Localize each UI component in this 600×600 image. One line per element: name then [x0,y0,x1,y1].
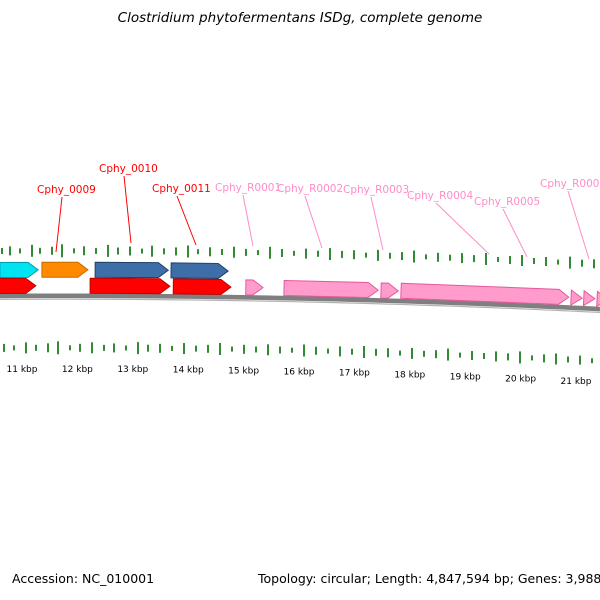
ruler-label: 20 kbp [505,374,536,384]
ruler-label: 21 kbp [561,377,592,387]
ruler-label: 13 kbp [117,365,148,375]
ruler-label: 11 kbp [7,365,38,375]
genome-backbone [0,293,600,312]
gene-arrow [582,289,596,307]
page-title: Clostridium phytofermentans ISDg, comple… [117,10,483,26]
gene-arrow [400,282,570,305]
ruler-label: 15 kbp [228,366,259,376]
gene-arrow [380,282,400,299]
gene-arrow [172,278,232,295]
gene-label: Cphy_0009 [37,184,96,196]
gene-arrow [283,279,380,299]
ruler: 11 kbp 12 kbp 13 kbp 14 kbp 15 kbp 16 kbp 17 k… [7,365,592,387]
gene-label: Cphy_R0006 [540,178,600,190]
gene-label: Cphy_0011 [152,183,211,195]
ruler-label: 12 kbp [62,365,93,375]
accession-text: Accession: NC_010001 [12,571,155,586]
gene-label: Cphy_0010 [99,163,158,175]
ruler-label: 19 kbp [450,372,481,382]
gene-arrow [89,277,171,295]
gene-arrow [0,277,37,295]
genome-backbone-shadow [0,298,600,314]
ruler-label: 18 kbp [394,370,425,380]
gene-arrow [245,279,264,296]
gene-arrow [94,261,170,279]
gene-label: Cphy_R0005 [474,196,540,208]
gene-label-leader [55,196,63,253]
gene-arrow [0,261,39,278]
ruler-label: 16 kbp [284,367,315,377]
gene-label: Cphy_R0004 [407,190,473,202]
gene-label-leader [370,196,384,251]
gene-label-leader [123,175,132,244]
ruler-label: 17 kbp [339,369,370,379]
genome-stats-text: Topology: circular; Length: 4,847,594 bp… [258,571,600,586]
feature-tick-track-lower [3,341,593,365]
ruler-label: 14 kbp [173,366,204,376]
gene-label-leader [502,208,528,258]
gene-arrow [170,262,229,279]
feature-tick-track-upper [1,244,595,269]
gene-label-leader [242,194,254,247]
gene-arrow [570,289,584,307]
gene-label: Cphy_R0002 [277,183,343,195]
gene-arrow [41,261,89,278]
gene-label: Cphy_R0001 [215,182,281,194]
gene-label: Cphy_R0003 [343,184,409,196]
gene-label-leader [176,195,197,246]
gene-label-leader [567,190,590,260]
gene-label-leader [435,202,490,255]
gene-label-leader [304,195,323,249]
